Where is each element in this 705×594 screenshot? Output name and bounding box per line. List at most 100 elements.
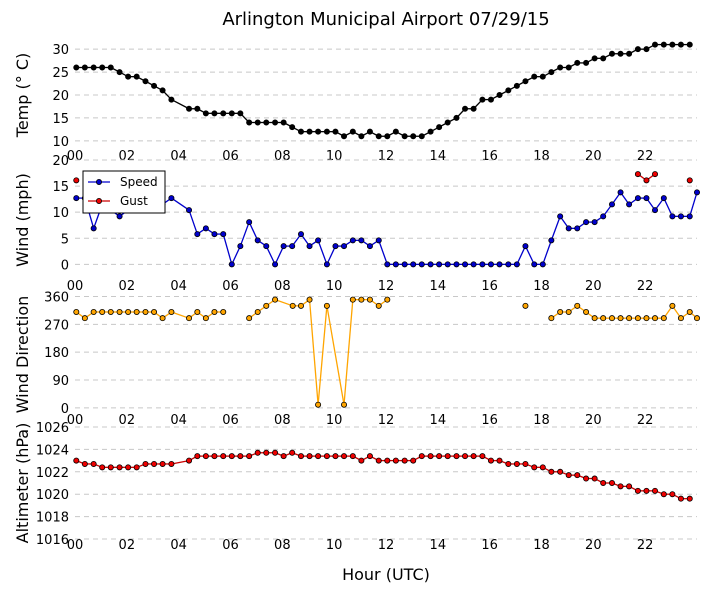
temp-temp-point: [116, 69, 123, 76]
wind-speed-point: [436, 261, 443, 268]
direction-direction-line-segment: [274, 299, 293, 307]
wind-legend-marker-speed: [96, 178, 103, 185]
altimeter-altimeter-point: [444, 453, 451, 460]
temp-y-tick-label: 30: [52, 43, 69, 58]
altimeter-altimeter-point: [315, 453, 322, 460]
temp-temp-point: [99, 64, 106, 71]
altimeter-altimeter-point: [410, 457, 417, 464]
wind-speed-point: [505, 261, 512, 268]
temp-temp-point: [125, 73, 132, 80]
wind-speed-point: [427, 261, 434, 268]
direction-direction-point: [254, 308, 261, 315]
wind-x-tick-label: 14: [430, 279, 447, 294]
altimeter-altimeter-point: [228, 453, 235, 460]
temp-temp-point: [669, 41, 676, 48]
altimeter-altimeter-point: [531, 464, 538, 471]
direction-direction-point: [626, 315, 633, 322]
temp-temp-point: [479, 96, 486, 103]
wind-x-tick-label: 00: [67, 279, 84, 294]
temp-temp-point: [660, 41, 667, 48]
wind-x-tick-label: 06: [222, 279, 239, 294]
temp-temp-point: [142, 78, 149, 85]
wind-speed-point: [487, 261, 494, 268]
wind-speed-point: [392, 261, 399, 268]
wind-speed-line-segment: [378, 240, 388, 265]
wind-speed-line-segment: [516, 245, 527, 265]
altimeter-altimeter-point: [125, 464, 132, 471]
direction-x-tick-label: 16: [481, 413, 498, 428]
wind-series-speed: [73, 189, 701, 268]
direction-direction-point: [186, 315, 193, 322]
wind-speed-line-segment: [524, 245, 535, 265]
altimeter-series-altimeter: [73, 449, 693, 502]
altimeter-altimeter-point: [617, 483, 624, 490]
wind-speed-point: [531, 261, 538, 268]
direction-x-tick-label: 12: [378, 413, 395, 428]
direction-direction-point: [591, 315, 598, 322]
wind-speed-point: [617, 189, 624, 196]
wind-gust-point: [652, 171, 659, 178]
temp-temp-point: [323, 128, 330, 135]
wind-speed-point: [401, 261, 408, 268]
temp-temp-point: [591, 55, 598, 62]
direction-direction-point: [694, 315, 701, 322]
temp-temp-point: [332, 128, 339, 135]
direction-x-tick-label: 10: [326, 413, 343, 428]
temp-temp-point: [565, 64, 572, 71]
temp-temp-point: [133, 73, 140, 80]
wind-legend-label-gust: Gust: [120, 194, 148, 208]
direction-x-tick-label: 00: [67, 413, 84, 428]
wind-speed-point: [358, 237, 365, 244]
direction-direction-line-segment: [326, 305, 345, 405]
temp-temp-point: [186, 105, 193, 112]
temp-x-tick-label: 02: [119, 149, 136, 164]
temp-temp-point: [384, 133, 391, 140]
temp-temp-point: [505, 87, 512, 94]
altimeter-x-tick-label: 06: [222, 538, 239, 553]
wind-speed-line-segment: [231, 245, 241, 265]
temp-temp-point: [211, 110, 218, 117]
wind-gust-point: [73, 177, 80, 184]
direction-direction-point: [652, 315, 659, 322]
wind-speed-point: [289, 243, 296, 250]
wind-speed-point: [444, 261, 451, 268]
temp-temp-point: [366, 128, 373, 135]
direction-y-tick-label: 90: [52, 374, 69, 389]
altimeter-altimeter-point: [583, 475, 590, 482]
altimeter-altimeter-point: [557, 468, 564, 475]
altimeter-altimeter-point: [375, 457, 382, 464]
temp-temp-point: [81, 64, 88, 71]
wind-speed-point: [608, 201, 615, 208]
wind-speed-point: [254, 237, 261, 244]
altimeter-altimeter-point: [462, 453, 469, 460]
temp-temp-point: [90, 64, 97, 71]
wind-speed-point: [557, 213, 564, 220]
wind-speed-point: [280, 243, 287, 250]
altimeter-altimeter-point: [358, 457, 365, 464]
wind-speed-line-segment: [317, 240, 328, 265]
wind-speed-line-segment: [188, 209, 198, 235]
temp-y-tick-label: 15: [52, 112, 69, 127]
temp-temp-point: [462, 105, 469, 112]
wind-speed-point: [522, 243, 529, 250]
temp-temp-point: [73, 64, 80, 71]
wind-speed-point: [634, 195, 641, 202]
direction-x-tick-label: 22: [637, 413, 654, 428]
altimeter-altimeter-point: [634, 487, 641, 494]
altimeter-x-tick-label: 16: [481, 538, 498, 553]
wind-speed-line-segment: [171, 197, 190, 211]
temp-temp-point: [151, 82, 158, 89]
wind-speed-point: [694, 189, 701, 196]
wind-speed-point: [591, 219, 598, 226]
temp-temp-point: [202, 110, 209, 117]
direction-direction-point: [323, 302, 330, 309]
wind-speed-line-segment: [542, 240, 552, 265]
altimeter-altimeter-point: [427, 453, 434, 460]
wind-y-tick-label: 0: [61, 258, 69, 273]
wind-speed-point: [669, 213, 676, 220]
wind-speed-point: [375, 237, 382, 244]
wind-speed-point: [186, 207, 193, 214]
direction-direction-point: [246, 315, 253, 322]
direction-direction-point: [151, 308, 158, 315]
temp-temp-point: [159, 87, 166, 94]
